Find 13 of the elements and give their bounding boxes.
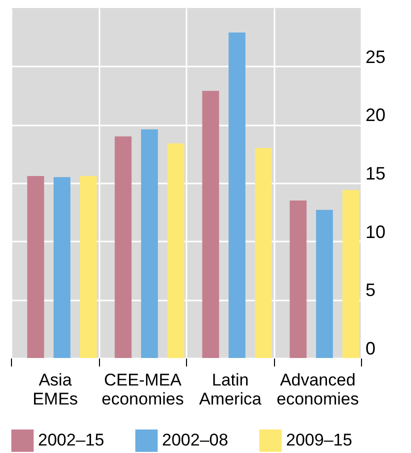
legend-label: 2002–15 (38, 430, 104, 450)
y-tick-label: 20 (366, 105, 386, 126)
y-tick-label: 0 (366, 338, 376, 358)
y-tick-label: 5 (366, 280, 376, 300)
y-tick-label: 10 (366, 222, 386, 242)
x-tick-label: Advanced economies (276, 370, 359, 408)
legend-label: 2009–15 (286, 430, 352, 450)
x-tick-label: Latin America (199, 370, 262, 408)
y-tick-label: 25 (366, 46, 386, 67)
legend-label: 2002–08 (162, 430, 228, 450)
x-tick-label: CEE-MEA economies (102, 370, 184, 408)
x-tick-label: Asia EMEs (32, 370, 78, 408)
y-tick-label: 15 (366, 164, 386, 184)
